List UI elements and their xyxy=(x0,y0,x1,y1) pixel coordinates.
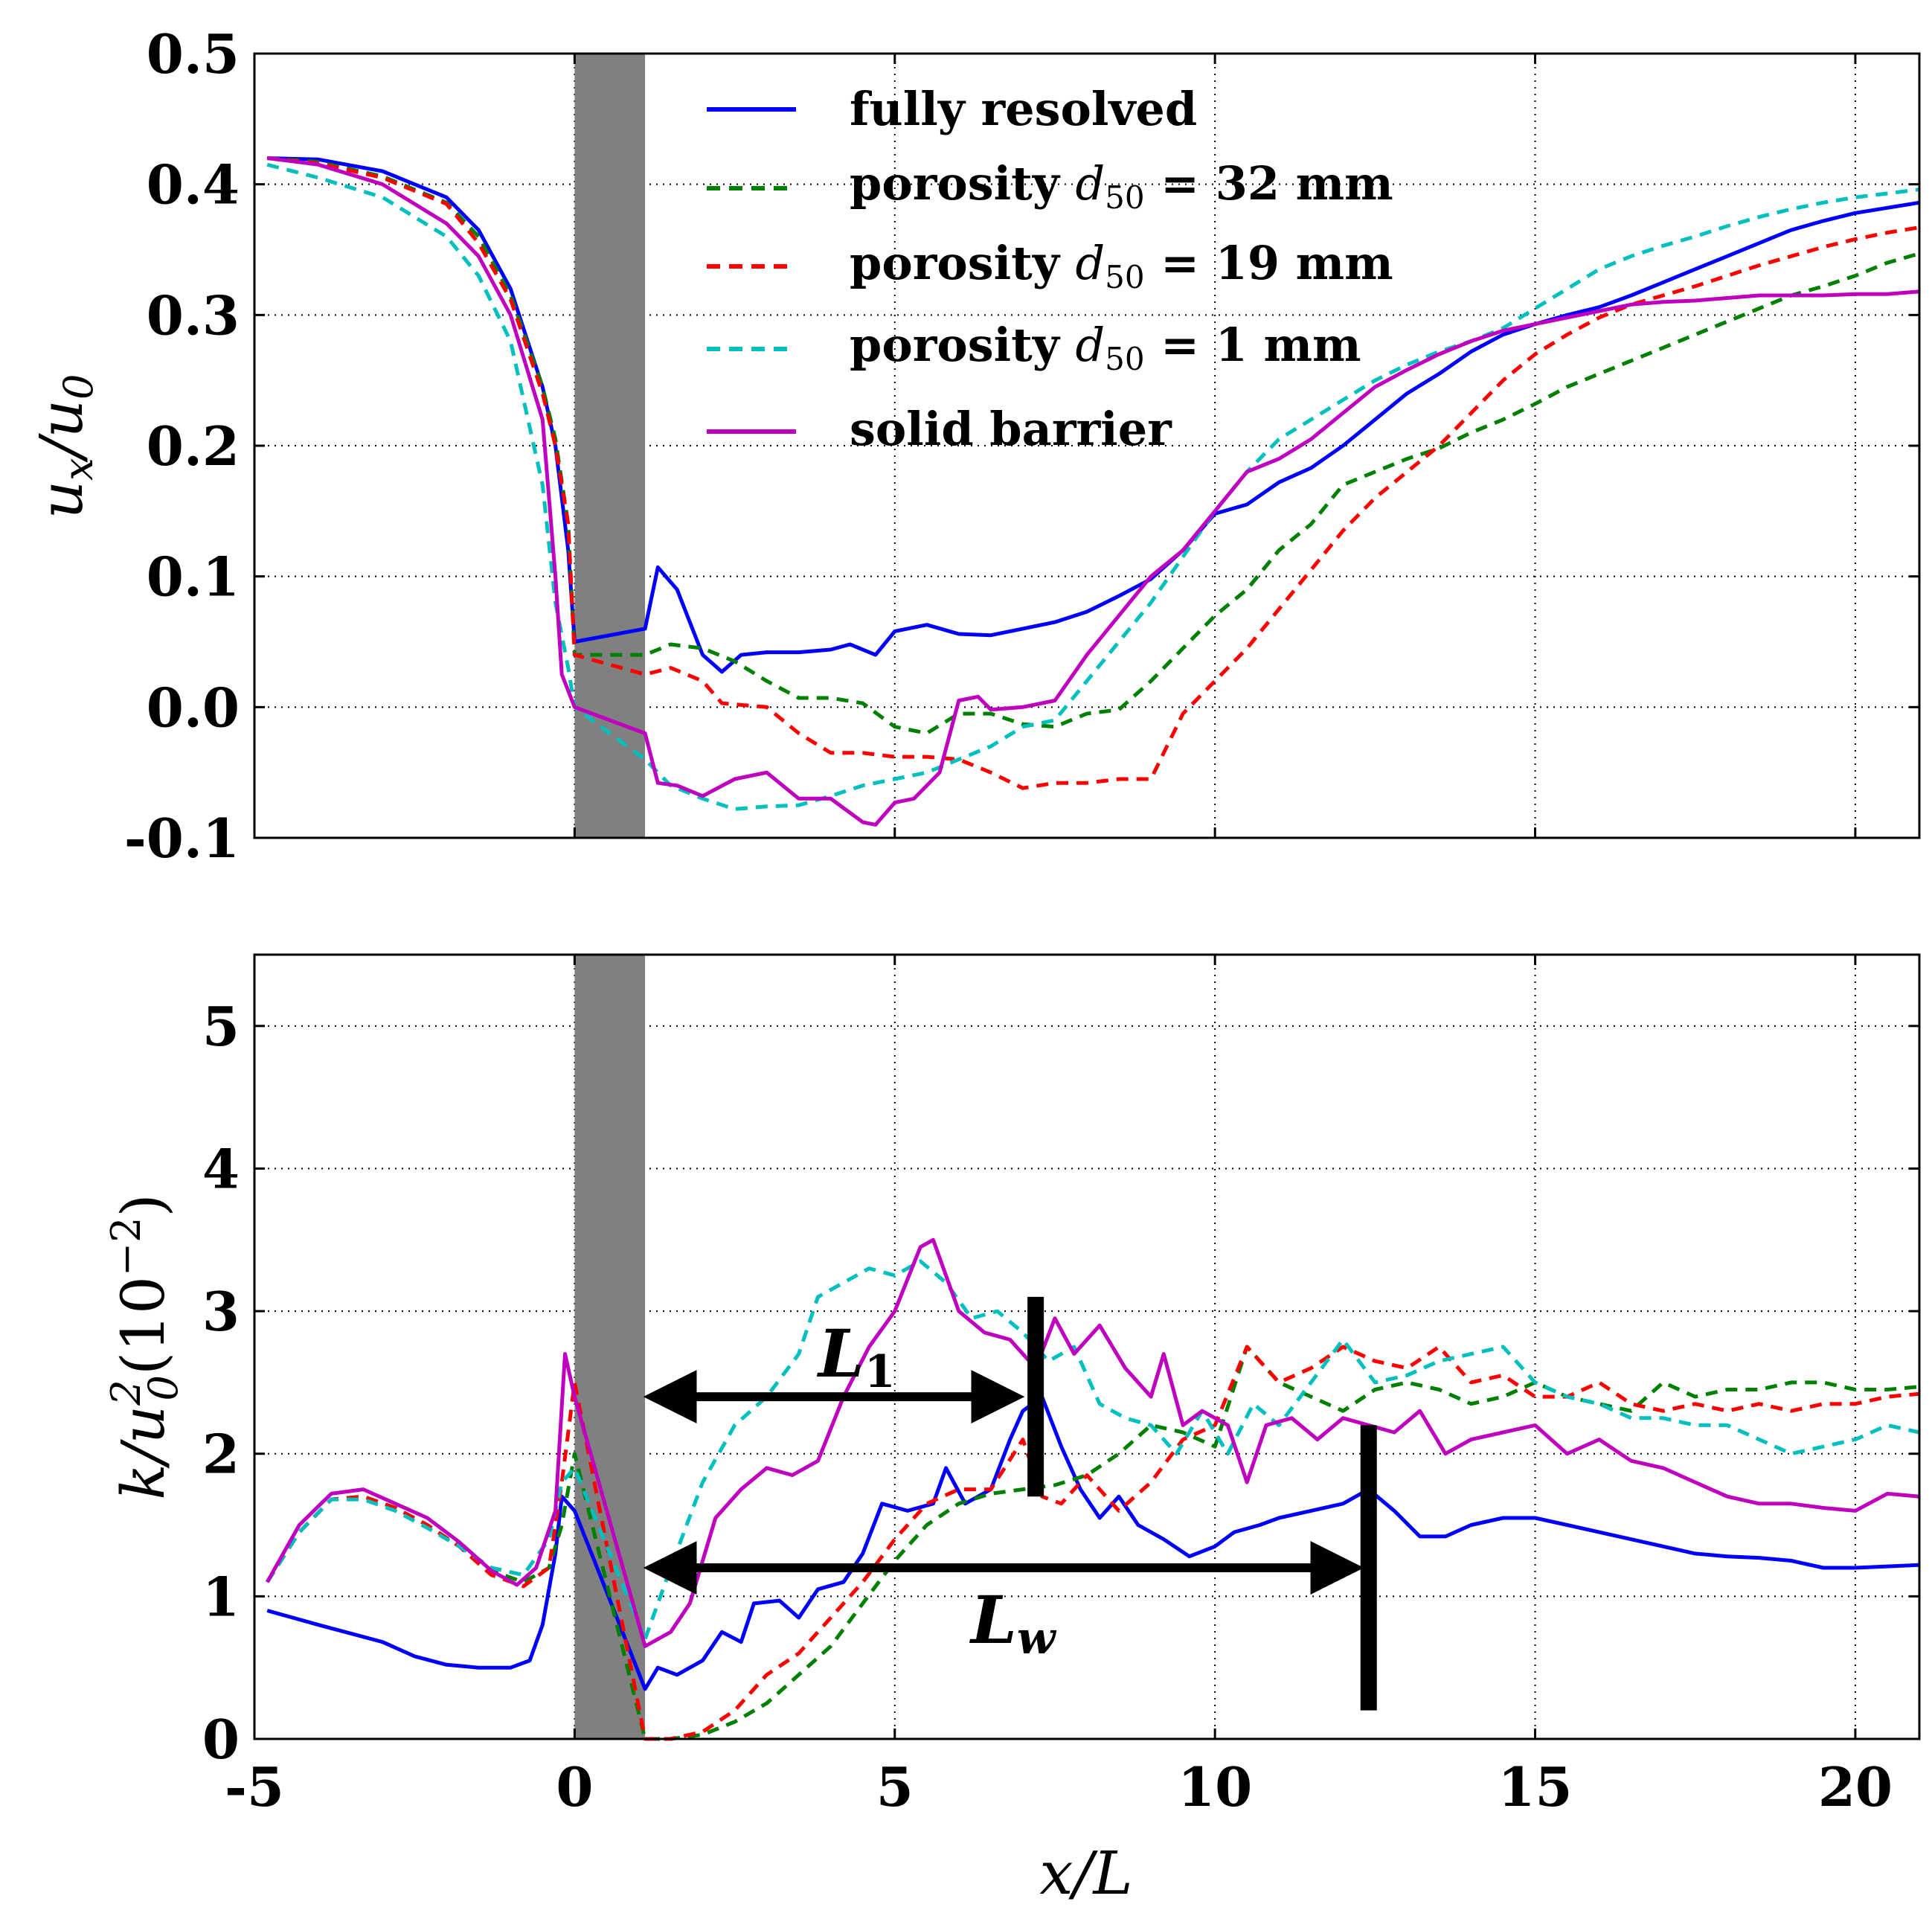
legend-eq: = 19 mm xyxy=(1145,236,1393,290)
x-axis-label: x/L xyxy=(1039,1839,1132,1908)
annotation-label-l1: L1 xyxy=(816,1315,896,1398)
bottom-xtick-label: 20 xyxy=(1818,1755,1893,1819)
legend-d-sub: 50 xyxy=(1105,179,1144,216)
legend-porosity-word: porosity xyxy=(850,318,1075,372)
legend-label-porosity-1: porosity d50 = 1 mm xyxy=(850,318,1361,377)
top-ytick-label: -0.1 xyxy=(124,807,240,870)
bottom-y-axis-label: k/u20(10−2) xyxy=(103,1194,187,1500)
bottom-series-porosity-d50-19-mm xyxy=(266,1345,1920,1741)
bottom-xtick-label: 10 xyxy=(1178,1755,1252,1819)
bottom-grid xyxy=(254,955,1919,1739)
legend-label-solid-barrier: solid barrier xyxy=(850,402,1172,456)
legend-d: d xyxy=(1075,318,1105,372)
top-ytick-label: 0.1 xyxy=(147,545,240,609)
legend-label-fully-resolved: fully resolved xyxy=(850,82,1197,136)
bottom-xtick-label: -5 xyxy=(225,1755,284,1819)
top-ytick-label: 0.2 xyxy=(147,414,240,478)
bottom-xtick-label: 15 xyxy=(1498,1755,1572,1819)
bottom-barrier xyxy=(574,955,646,1739)
legend-d: d xyxy=(1075,236,1105,290)
bottom-yticks: 0 1 2 3 4 5 xyxy=(202,955,1919,1771)
bottom-series-solid-barrier xyxy=(266,1237,1920,1648)
legend-eq: = 32 mm xyxy=(1145,156,1393,211)
top-yticks: -0.1 0.0 0.1 0.2 0.3 0.4 0.5 xyxy=(124,22,1919,870)
top-series-porosity-d50-19-mm xyxy=(266,156,1920,790)
annotation-label-lw: Lw xyxy=(969,1581,1057,1665)
top-ytick-label: 0.5 xyxy=(147,22,240,86)
bottom-series-porosity-d50-1-mm xyxy=(266,1259,1920,1641)
bottom-series xyxy=(266,1237,1920,1741)
legend-label-porosity-19: porosity d50 = 19 mm xyxy=(850,236,1393,295)
top-grid xyxy=(254,54,1919,838)
bottom-ytick-label: 2 xyxy=(202,1423,240,1486)
top-barrier xyxy=(574,54,646,838)
top-ytick-label: 0.4 xyxy=(147,153,240,217)
legend-eq: = 1 mm xyxy=(1145,318,1361,372)
top-series-solid-barrier xyxy=(266,156,1920,827)
bottom-ytick-label: 0 xyxy=(202,1708,240,1771)
legend-label-porosity-32: porosity d50 = 32 mm xyxy=(850,156,1393,216)
legend-porosity-word: porosity xyxy=(850,156,1075,211)
top-series-porosity-d50-1-mm xyxy=(266,162,1920,811)
top-series xyxy=(266,156,1920,827)
bottom-ytick-label: 1 xyxy=(202,1565,240,1628)
legend: fully resolved porosity d50 = 32 mm poro… xyxy=(707,82,1393,456)
bottom-ytick-label: 5 xyxy=(202,995,240,1058)
legend-porosity-word: porosity xyxy=(850,236,1075,290)
legend-d-sub: 50 xyxy=(1105,259,1144,295)
bottom-frame xyxy=(253,953,1921,1740)
bottom-xtick-label: 0 xyxy=(556,1755,593,1819)
bottom-ytick-label: 4 xyxy=(202,1137,240,1200)
bottom-ytick-label: 3 xyxy=(202,1280,240,1343)
top-panel: -0.1 0.0 0.1 0.2 0.3 0.4 0.5 fully resolved po… xyxy=(27,22,1921,870)
legend-d-sub: 50 xyxy=(1105,341,1144,377)
legend-d: d xyxy=(1075,156,1105,211)
top-ytick-label: 0.3 xyxy=(147,283,240,347)
bottom-xtick-label: 5 xyxy=(876,1755,914,1819)
bottom-series-porosity-d50-32-mm xyxy=(266,1345,1920,1741)
bottom-xticks: -5 0 5 10 15 20 xyxy=(225,1755,1893,1819)
top-ytick-label: 0.0 xyxy=(147,676,240,739)
top-series-fully-resolved xyxy=(267,156,1920,674)
top-y-axis-label: ux/u0 xyxy=(27,374,102,519)
annotations: L1 Lw xyxy=(643,1296,1377,1711)
bottom-series-fully-resolved xyxy=(266,1394,1920,1691)
